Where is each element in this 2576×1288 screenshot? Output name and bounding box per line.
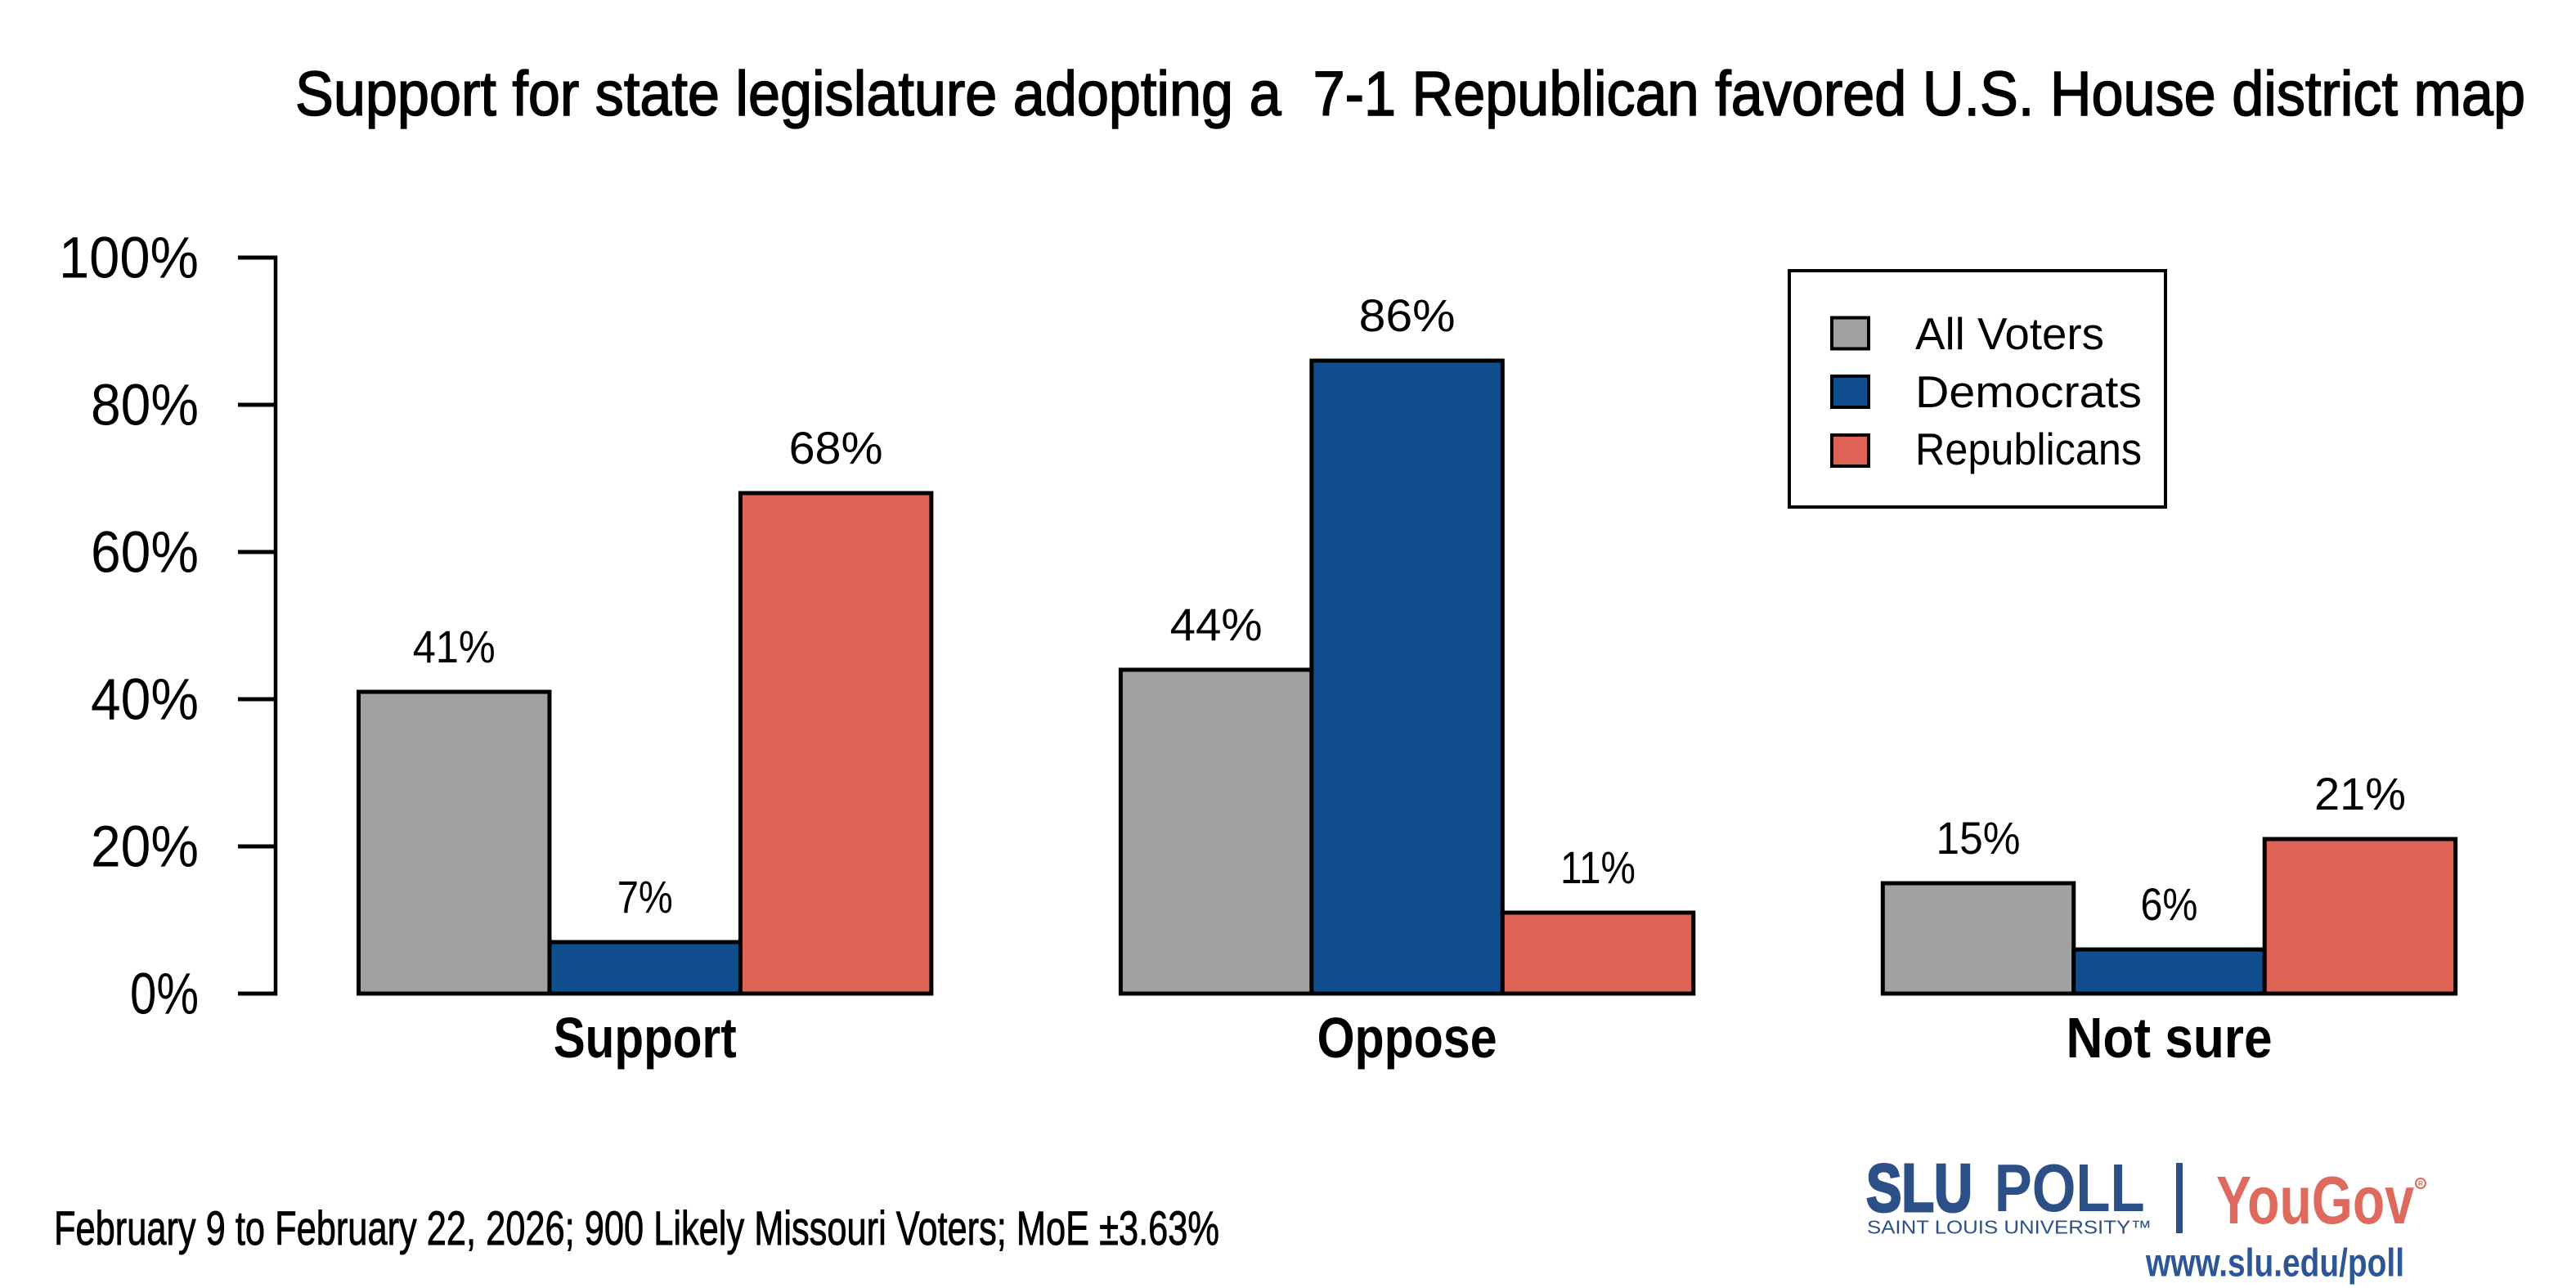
svg-text:100%: 100% xyxy=(59,227,199,291)
svg-text:SAINT LOUIS UNIVERSITY™: SAINT LOUIS UNIVERSITY™ xyxy=(1867,1216,2152,1237)
svg-text:Democrats: Democrats xyxy=(1915,367,2142,417)
svg-text:21%: 21% xyxy=(2314,768,2406,819)
svg-text:YouGov: YouGov xyxy=(2216,1162,2414,1238)
svg-text:86%: 86% xyxy=(1359,289,1456,341)
svg-text:15%: 15% xyxy=(1936,812,2021,864)
svg-text:60%: 60% xyxy=(91,521,199,586)
svg-text:Not sure: Not sure xyxy=(2067,1006,2273,1070)
svg-text:68%: 68% xyxy=(789,422,883,473)
svg-text:Support: Support xyxy=(554,1006,737,1070)
svg-text:All Voters: All Voters xyxy=(1915,309,2104,359)
svg-text:6%: 6% xyxy=(2141,878,2198,930)
svg-text:11%: 11% xyxy=(1560,841,1636,893)
svg-text:R: R xyxy=(2418,1180,2423,1187)
svg-text:7%: 7% xyxy=(617,871,673,922)
svg-text:40%: 40% xyxy=(91,668,199,733)
svg-text:February 9 to February 22, 202: February 9 to February 22, 2026; 900 Lik… xyxy=(54,1202,1219,1255)
svg-text:Republicans: Republicans xyxy=(1915,424,2142,474)
svg-text:41%: 41% xyxy=(413,621,496,672)
svg-text:www.slu.edu/poll: www.slu.edu/poll xyxy=(2145,1242,2404,1286)
svg-text:Support for state legislature: Support for state legislature adopting a… xyxy=(295,59,2525,129)
svg-text:POLL: POLL xyxy=(1995,1150,2145,1226)
svg-text:20%: 20% xyxy=(91,815,199,880)
svg-text:44%: 44% xyxy=(1170,599,1263,650)
svg-text:Oppose: Oppose xyxy=(1317,1006,1497,1070)
svg-text:0%: 0% xyxy=(130,963,199,1027)
svg-text:80%: 80% xyxy=(91,374,199,438)
svg-text:SLU: SLU xyxy=(1866,1150,1972,1226)
